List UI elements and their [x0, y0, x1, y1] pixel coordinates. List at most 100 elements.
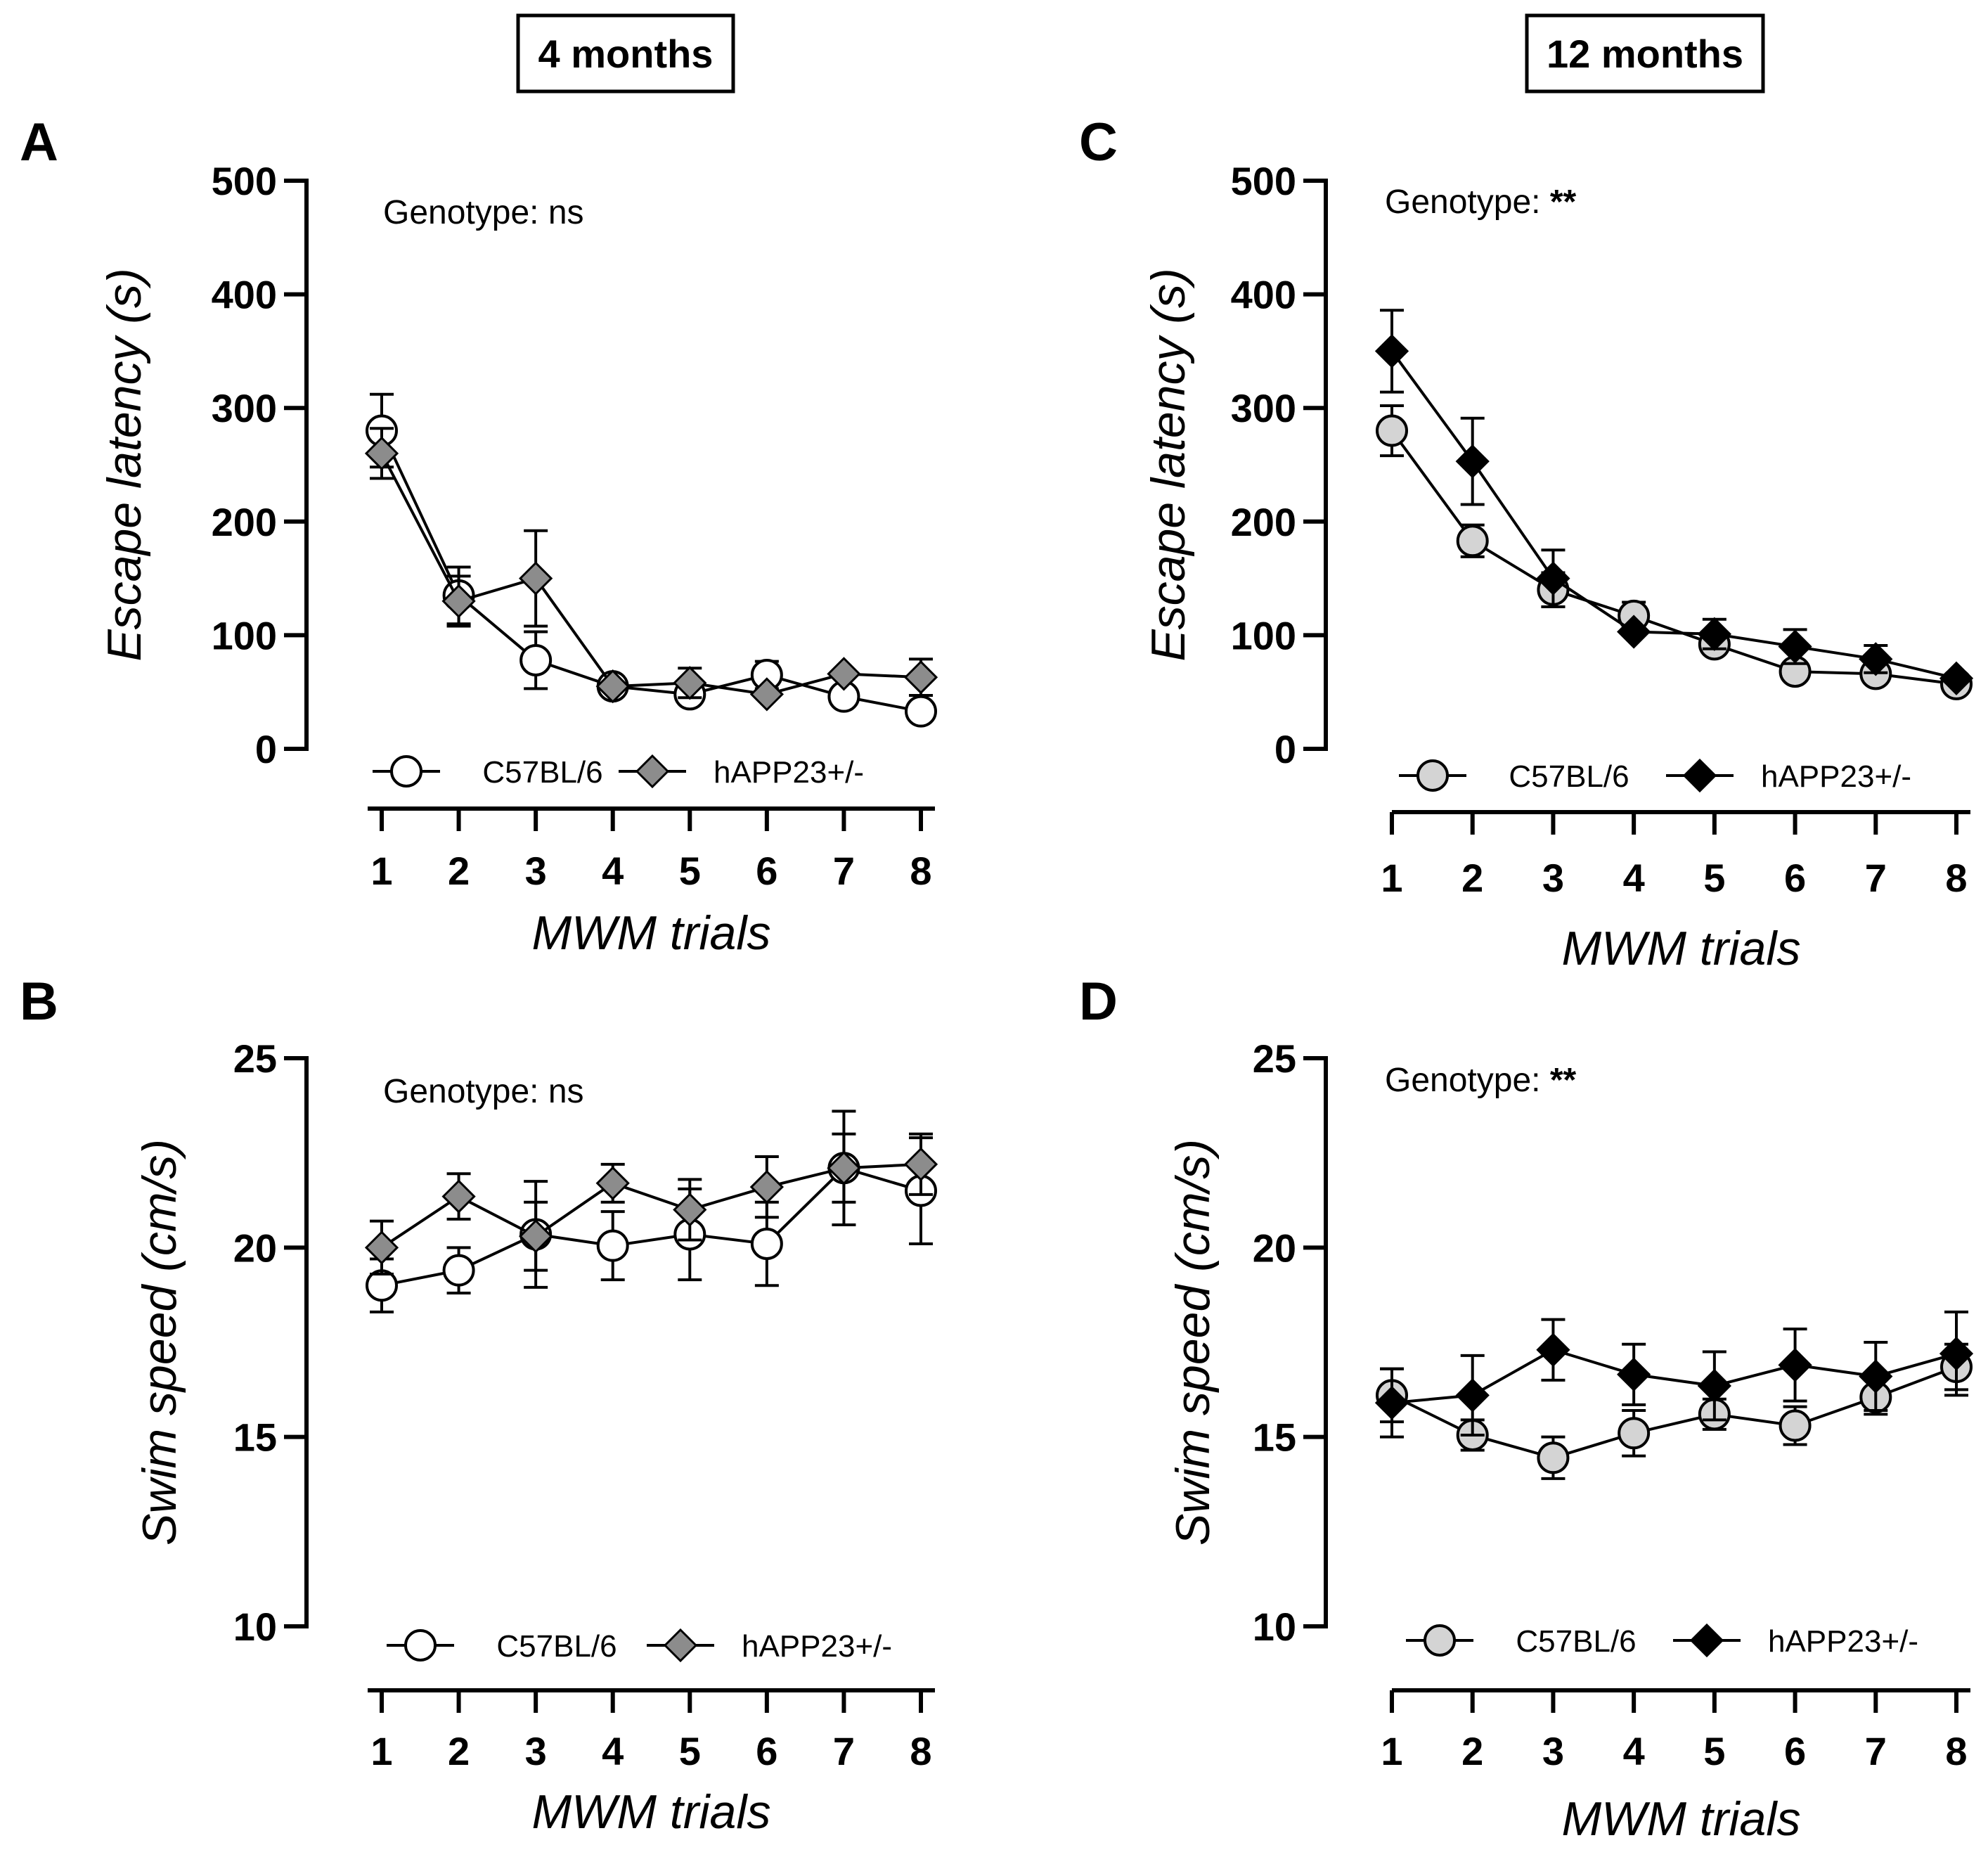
- legend-marker: [663, 1628, 698, 1663]
- data-point: [1376, 414, 1408, 447]
- data-point: [1536, 1332, 1570, 1367]
- data-point: [1697, 1368, 1731, 1403]
- age-title-box-4mo: [516, 13, 735, 94]
- y-tick-label: 25: [233, 1036, 277, 1081]
- data-point: [673, 1193, 707, 1227]
- y-axis-label: Escape latency (s): [1142, 268, 1195, 661]
- data-point: [1617, 1357, 1651, 1391]
- data-point: [364, 1230, 399, 1265]
- y-axis-label: Swim speed (cm/s): [133, 1139, 186, 1545]
- data-point: [827, 1151, 861, 1185]
- x-tick-label: 4: [602, 1729, 624, 1773]
- x-tick-label: 3: [1542, 1729, 1564, 1773]
- series-happ23: [364, 1132, 938, 1276]
- data-point: [441, 584, 476, 619]
- chart-panel-d: 10 15 20 25 1 2 3 4 5 6 7 8 MWM trials Swim speed (cm…: [1166, 1036, 1974, 1846]
- genotype-annotation-value: **: [1550, 1062, 1577, 1099]
- data-point: [519, 1219, 553, 1254]
- x-tick-label: 8: [910, 1729, 931, 1773]
- legend-marker: [390, 755, 422, 788]
- genotype-annotation: Genotype: ns: [383, 194, 584, 231]
- genotype-annotation: Genotype: **: [1385, 1062, 1577, 1099]
- x-tick-label: 1: [370, 1729, 392, 1773]
- genotype-annotation-value: ns: [548, 1073, 584, 1110]
- legend-marker: [1424, 1624, 1456, 1657]
- y-tick-label: 100: [1231, 613, 1296, 657]
- legend-marker: [1689, 1623, 1724, 1658]
- data-point: [1697, 617, 1731, 651]
- y-tick-label: 10: [233, 1605, 277, 1649]
- data-point: [596, 1229, 629, 1262]
- data-point: [1455, 1378, 1490, 1413]
- y-tick-label: 0: [255, 727, 277, 771]
- y-tick-label: 200: [212, 500, 277, 544]
- x-tick-label: 2: [448, 1729, 470, 1773]
- series-happ23: [364, 427, 938, 712]
- x-tick-label: 4: [1623, 1729, 1645, 1773]
- data-point: [1536, 561, 1570, 596]
- legend-label: hAPP23+/-: [1761, 759, 1911, 794]
- x-tick-label: 1: [1381, 856, 1402, 900]
- x-tick-label: 2: [1461, 856, 1483, 900]
- data-point: [441, 1179, 476, 1214]
- legend-label: C57BL/6: [482, 755, 602, 790]
- y-tick-label: 20: [1253, 1226, 1296, 1270]
- x-axis-label: MWM trials: [1562, 922, 1801, 975]
- x-tick-label: 5: [1703, 856, 1725, 900]
- legend-label: hAPP23+/-: [1768, 1624, 1918, 1659]
- legend-marker: [635, 754, 670, 789]
- x-axis-label: MWM trials: [1562, 1792, 1801, 1846]
- x-tick-label: 5: [679, 849, 701, 893]
- x-axis-label: MWM trials: [532, 1785, 771, 1839]
- y-tick-label: 0: [1274, 727, 1296, 771]
- y-tick-label: 300: [212, 386, 277, 430]
- data-point: [1778, 1348, 1812, 1382]
- data-point: [442, 1254, 475, 1287]
- data-point: [1456, 525, 1489, 558]
- data-point: [903, 1147, 938, 1181]
- x-tick-label: 6: [756, 1729, 777, 1773]
- y-tick-label: 500: [212, 159, 277, 203]
- x-tick-label: 5: [1703, 1729, 1725, 1773]
- legend-marker: [404, 1629, 437, 1661]
- y-tick-label: 400: [1231, 273, 1296, 317]
- legend-label: hAPP23+/-: [714, 755, 864, 790]
- data-point: [1778, 629, 1812, 664]
- x-tick-label: 8: [1945, 1729, 1967, 1773]
- legend-label: C57BL/6: [1509, 759, 1629, 794]
- data-point: [749, 1170, 784, 1204]
- y-tick-label: 20: [233, 1226, 277, 1270]
- data-point: [1779, 1409, 1812, 1442]
- data-point: [673, 666, 707, 700]
- chart-panel-b: 10 15 20 25 1 2 3 4 5 6 7 8 MWM trials Swim speed (cm…: [133, 1036, 938, 1839]
- data-point: [595, 669, 630, 704]
- y-tick-label: 300: [1231, 386, 1296, 430]
- genotype-annotation-value: **: [1550, 184, 1577, 221]
- x-tick-label: 7: [833, 849, 855, 893]
- y-tick-label: 200: [1231, 500, 1296, 544]
- data-point: [1859, 642, 1893, 676]
- x-tick-label: 4: [1623, 856, 1645, 900]
- data-point: [905, 695, 937, 728]
- genotype-annotation-label: Genotype:: [383, 194, 548, 231]
- data-point: [1617, 615, 1651, 649]
- y-tick-label: 10: [1253, 1605, 1296, 1649]
- x-tick-label: 3: [525, 1729, 547, 1773]
- series-happ23: [1374, 309, 1974, 695]
- y-tick-label: 400: [212, 273, 277, 317]
- series-line: [380, 452, 922, 696]
- legend-marker: [1416, 759, 1449, 792]
- x-tick-label: 1: [1381, 1729, 1402, 1773]
- genotype-annotation-label: Genotype:: [1385, 1062, 1550, 1099]
- legend-label: hAPP23+/-: [742, 1629, 892, 1664]
- legend: C57BL/6 hAPP23+/-: [387, 1628, 892, 1664]
- chart-panel-a: 0 100 200 300 400 500 1 2 3 4 5 6 7 8 MWM trials Escape…: [98, 159, 938, 960]
- x-tick-label: 2: [1461, 1729, 1483, 1773]
- legend-marker: [1682, 758, 1717, 793]
- genotype-annotation-label: Genotype:: [383, 1073, 548, 1110]
- data-point: [519, 643, 553, 676]
- x-tick-label: 3: [525, 849, 547, 893]
- x-tick-label: 5: [679, 1729, 701, 1773]
- x-tick-label: 4: [602, 849, 624, 893]
- data-point: [750, 1227, 783, 1260]
